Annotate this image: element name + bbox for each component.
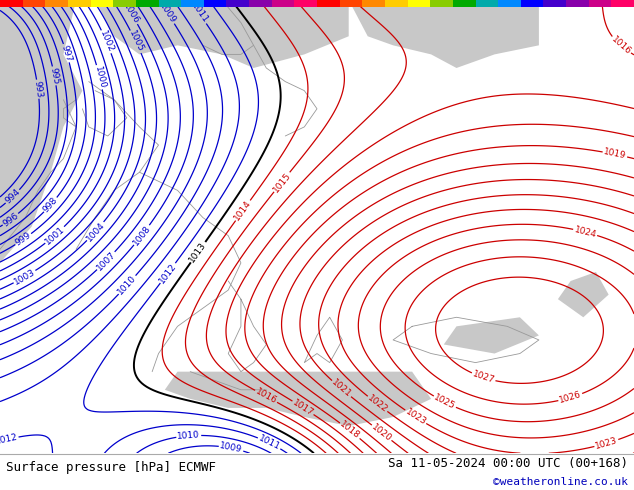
Bar: [0, 0, 23, 7]
Text: 1016: 1016: [609, 35, 633, 56]
Text: 1005: 1005: [127, 29, 145, 54]
Text: 996: 996: [1, 211, 20, 228]
Text: 1014: 1014: [233, 198, 253, 222]
Text: 1001: 1001: [43, 224, 67, 246]
Bar: [317, 0, 340, 7]
Text: 1003: 1003: [13, 267, 37, 287]
Bar: [385, 0, 408, 7]
Text: 997: 997: [60, 44, 74, 63]
Bar: [340, 0, 362, 7]
Bar: [204, 0, 226, 7]
Bar: [408, 0, 430, 7]
Bar: [498, 0, 521, 7]
Text: 999: 999: [14, 231, 33, 248]
Text: 1004: 1004: [84, 220, 107, 243]
Text: 1021: 1021: [330, 378, 353, 399]
Bar: [430, 0, 453, 7]
Bar: [611, 0, 634, 7]
Text: 1024: 1024: [573, 225, 597, 239]
Text: 1006: 1006: [121, 1, 141, 25]
Text: 1026: 1026: [558, 390, 583, 405]
Bar: [362, 0, 385, 7]
Text: 1010: 1010: [177, 431, 200, 441]
Bar: [476, 0, 498, 7]
Polygon shape: [444, 318, 539, 354]
Polygon shape: [165, 371, 431, 426]
Text: 1010: 1010: [116, 273, 138, 296]
Text: 1015: 1015: [271, 170, 292, 194]
Text: 1025: 1025: [432, 393, 457, 411]
Text: 1012: 1012: [157, 261, 178, 285]
Text: 1027: 1027: [471, 369, 496, 385]
Bar: [566, 0, 589, 7]
Polygon shape: [349, 0, 539, 68]
Bar: [453, 0, 476, 7]
Text: 1023: 1023: [594, 436, 619, 451]
Text: 1002: 1002: [98, 29, 115, 54]
Text: 1017: 1017: [291, 398, 315, 417]
Text: 1000: 1000: [93, 65, 107, 89]
Bar: [294, 0, 317, 7]
Text: 1018: 1018: [338, 420, 361, 441]
Text: 1022: 1022: [366, 393, 389, 415]
Text: 1013: 1013: [188, 240, 209, 264]
Bar: [158, 0, 181, 7]
Text: ©weatheronline.co.uk: ©weatheronline.co.uk: [493, 477, 628, 487]
Bar: [68, 0, 91, 7]
Text: 998: 998: [41, 196, 60, 214]
Bar: [113, 0, 136, 7]
Text: 995: 995: [48, 67, 60, 85]
Text: Surface pressure [hPa] ECMWF: Surface pressure [hPa] ECMWF: [6, 461, 216, 474]
Bar: [91, 0, 113, 7]
Text: 993: 993: [32, 80, 44, 98]
Text: 1007: 1007: [94, 249, 117, 272]
Bar: [543, 0, 566, 7]
Text: 1009: 1009: [157, 1, 178, 25]
Bar: [521, 0, 543, 7]
Text: 1016: 1016: [254, 387, 278, 406]
Polygon shape: [558, 272, 609, 318]
Bar: [45, 0, 68, 7]
Text: 1011: 1011: [257, 434, 281, 452]
Bar: [23, 0, 45, 7]
Text: 1019: 1019: [603, 147, 627, 161]
Text: 1020: 1020: [370, 422, 394, 443]
Text: 1008: 1008: [131, 223, 152, 247]
Text: 1011: 1011: [189, 1, 209, 25]
Text: 1012: 1012: [0, 433, 18, 446]
Bar: [249, 0, 272, 7]
Text: 1009: 1009: [219, 441, 243, 455]
Bar: [589, 0, 611, 7]
Text: 994: 994: [3, 187, 22, 206]
Text: 1023: 1023: [403, 407, 428, 427]
Polygon shape: [95, 0, 349, 68]
Bar: [181, 0, 204, 7]
Bar: [272, 0, 294, 7]
Text: Sa 11-05-2024 00:00 UTC (00+168): Sa 11-05-2024 00:00 UTC (00+168): [387, 457, 628, 470]
Bar: [136, 0, 158, 7]
Polygon shape: [0, 0, 82, 263]
Bar: [226, 0, 249, 7]
